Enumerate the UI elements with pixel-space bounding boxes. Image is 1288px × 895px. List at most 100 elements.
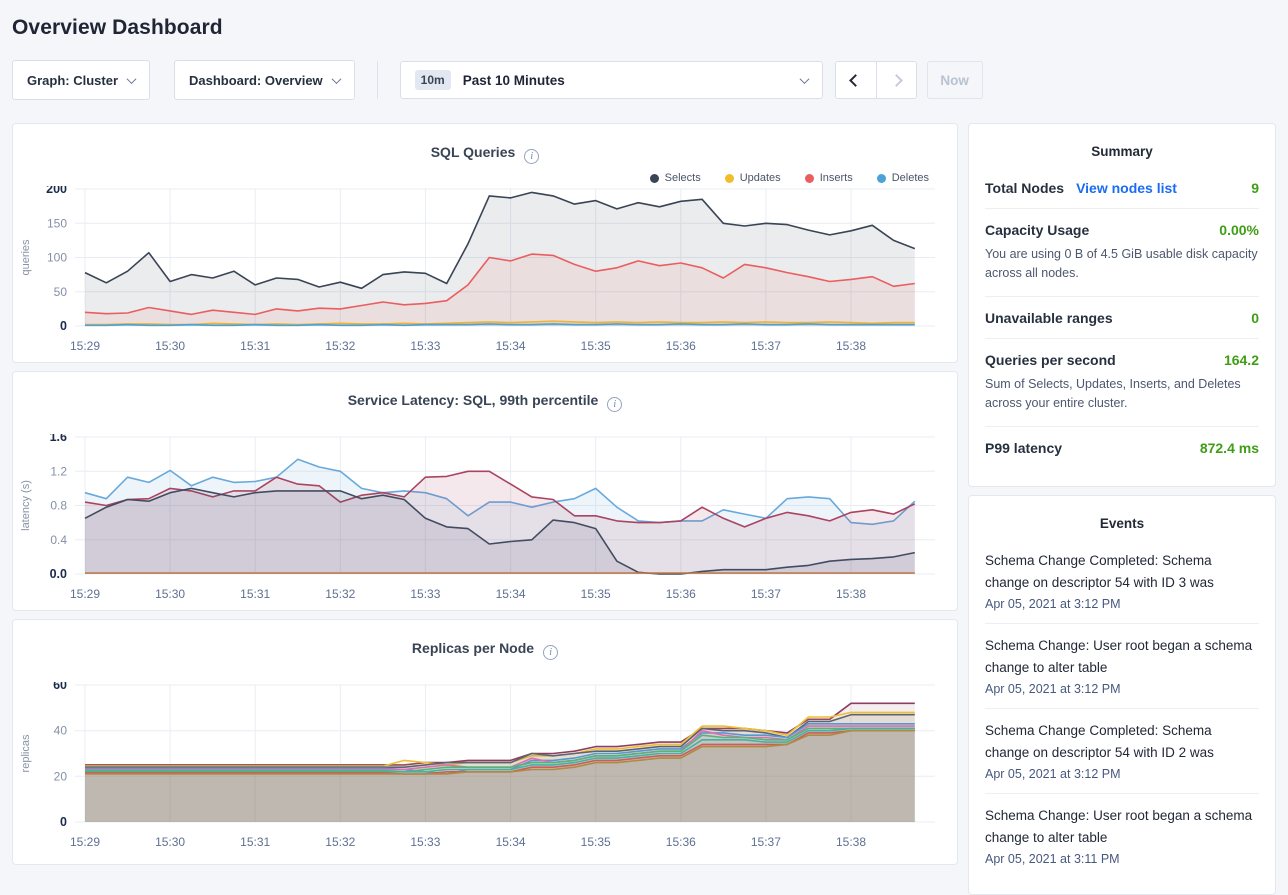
svg-text:15:35: 15:35: [581, 339, 611, 353]
event-text: Schema Change Completed: Schema change o…: [985, 553, 1214, 590]
chart-title: Service Latency: SQL, 99th percentile: [347, 392, 599, 408]
prev-range-button[interactable]: [835, 62, 876, 98]
event-text: Schema Change: User root began a schema …: [985, 638, 1253, 675]
legend-item-updates[interactable]: Updates: [724, 172, 781, 184]
event-timestamp: Apr 05, 2021 at 3:12 PM: [985, 767, 1121, 781]
svg-text:15:37: 15:37: [751, 339, 781, 353]
svg-text:100: 100: [47, 251, 67, 265]
svg-text:0.4: 0.4: [50, 533, 67, 547]
svg-text:15:36: 15:36: [666, 835, 696, 849]
chevron-down-icon: [126, 73, 137, 84]
time-range-picker[interactable]: 10m Past 10 Minutes: [399, 61, 823, 99]
time-range-nav: [834, 61, 917, 99]
summary-panel: Summary Total Nodes View nodes list 9 Ca…: [968, 123, 1276, 487]
summary-row-total-nodes: Total Nodes View nodes list 9: [985, 167, 1259, 209]
svg-text:15:31: 15:31: [240, 339, 270, 353]
svg-text:15:32: 15:32: [325, 339, 355, 353]
summary-row-unavailable-ranges: Unavailable ranges 0: [985, 297, 1259, 339]
svg-text:0: 0: [60, 319, 67, 333]
svg-text:replicas: replicas: [20, 734, 32, 772]
next-range-button[interactable]: [875, 62, 916, 98]
svg-text:150: 150: [47, 216, 67, 230]
summary-row-label: Total Nodes: [985, 180, 1065, 196]
toolbar: Graph: Cluster Dashboard: Overview 10m P…: [12, 60, 1276, 100]
legend-item-deletes[interactable]: Deletes: [876, 172, 929, 184]
svg-text:15:37: 15:37: [751, 835, 781, 849]
svg-text:queries: queries: [20, 239, 32, 276]
legend-dot: [724, 173, 734, 183]
summary-row-label: Unavailable ranges: [985, 309, 1113, 326]
legend-dot: [804, 173, 814, 183]
summary-row-label: Capacity Usage: [985, 222, 1090, 238]
dashboard-content: SQL Queries i Selects Updates Inserts Delete…: [12, 123, 1276, 895]
chevron-left-icon: [849, 73, 863, 87]
chart-header: Service Latency: SQL, 99th percentile i: [13, 372, 957, 434]
info-icon[interactable]: i: [543, 645, 559, 660]
event-timestamp: Apr 05, 2021 at 3:12 PM: [985, 682, 1121, 696]
chart-title: Replicas per Node: [411, 640, 535, 656]
svg-text:15:36: 15:36: [666, 587, 696, 601]
event-item: Schema Change Completed: Schema change o…: [985, 709, 1259, 794]
svg-text:1.6: 1.6: [50, 434, 67, 444]
dashboard-selector-dropdown[interactable]: Dashboard: Overview: [174, 60, 355, 100]
chevron-down-icon: [799, 73, 810, 84]
svg-text:15:33: 15:33: [410, 587, 440, 601]
chart-canvas: 15:29 15:30 15:31 15:32 15:33 15:34 15:35 15:36…: [20, 430, 935, 601]
sql-queries-chart-card: SQL Queries i Selects Updates Inserts Delete…: [12, 123, 958, 363]
svg-text:15:36: 15:36: [666, 339, 696, 353]
svg-text:15:29: 15:29: [70, 835, 100, 849]
svg-text:0.8: 0.8: [50, 499, 67, 513]
chart-title: SQL Queries: [430, 144, 516, 160]
page-title: Overview Dashboard: [12, 16, 223, 39]
events-panel: Events Schema Change Completed: Schema c…: [968, 495, 1276, 895]
now-button[interactable]: Now: [926, 61, 983, 99]
charts-column: SQL Queries i Selects Updates Inserts Delete…: [12, 123, 958, 895]
replicas-per-node-chart-card: Replicas per Node i 15:29 15:30 15:31 15:32 1…: [12, 619, 958, 865]
svg-text:15:33: 15:33: [410, 339, 440, 353]
info-icon[interactable]: i: [607, 397, 623, 412]
sidebar: Summary Total Nodes View nodes list 9 Ca…: [968, 123, 1276, 895]
graph-selector-label: Graph: Cluster: [27, 72, 119, 88]
svg-text:15:30: 15:30: [155, 339, 185, 353]
chart-canvas: 15:29 15:30 15:31 15:32 15:33 15:34 15:35 15:36…: [20, 182, 935, 353]
time-range-badge: 10m: [414, 70, 451, 90]
svg-text:15:29: 15:29: [70, 339, 100, 353]
svg-text:15:32: 15:32: [325, 835, 355, 849]
legend-dot: [876, 173, 886, 183]
svg-text:15:30: 15:30: [155, 587, 185, 601]
summary-row-label: Queries per second: [985, 351, 1116, 368]
event-item: Schema Change: User root began a schema …: [985, 624, 1259, 709]
service-latency-chart-card: Service Latency: SQL, 99th percentile i 1…: [12, 371, 958, 611]
svg-text:15:31: 15:31: [240, 587, 270, 601]
svg-text:15:37: 15:37: [751, 587, 781, 601]
event-text: Schema Change Completed: Schema change o…: [985, 723, 1214, 760]
summary-row-value: 0: [1251, 309, 1259, 326]
view-nodes-list-link[interactable]: View nodes list: [1076, 180, 1177, 196]
svg-text:50: 50: [54, 285, 68, 299]
svg-text:latency (s): latency (s): [20, 480, 32, 531]
info-icon[interactable]: i: [524, 149, 540, 164]
service-latency-chart: 15:29 15:30 15:31 15:32 15:33 15:34 15:35 15:36…: [13, 430, 957, 615]
svg-text:0.0: 0.0: [50, 567, 67, 581]
svg-text:15:34: 15:34: [496, 339, 526, 353]
svg-text:15:33: 15:33: [410, 835, 440, 849]
svg-text:15:38: 15:38: [836, 587, 866, 601]
svg-text:15:30: 15:30: [155, 835, 185, 849]
chart-canvas: 15:29 15:30 15:31 15:32 15:33 15:34 15:35 15:36…: [20, 678, 935, 849]
event-text: Schema Change: User root began a schema …: [985, 808, 1253, 845]
svg-text:15:31: 15:31: [240, 835, 270, 849]
chart-header: SQL Queries i Selects Updates Inserts Delete…: [13, 124, 957, 186]
summary-row-value: 872.4 ms: [1199, 439, 1259, 456]
svg-text:15:38: 15:38: [836, 339, 866, 353]
summary-row-description: Sum of Selects, Updates, Inserts, and De…: [985, 376, 1241, 411]
legend-item-selects[interactable]: Selects: [649, 172, 701, 184]
chevron-down-icon: [331, 73, 342, 84]
summary-row-capacity-usage: Capacity Usage 0.00% You are using 0 B o…: [985, 209, 1259, 297]
chart-header: Replicas per Node i: [13, 620, 957, 682]
event-item: Schema Change: User root began a schema …: [985, 794, 1259, 878]
svg-text:40: 40: [54, 724, 68, 738]
legend-item-inserts[interactable]: Inserts: [804, 172, 853, 184]
summary-row-label: P99 latency: [985, 439, 1063, 456]
graph-selector-dropdown[interactable]: Graph: Cluster: [12, 60, 151, 100]
svg-text:15:34: 15:34: [496, 587, 526, 601]
